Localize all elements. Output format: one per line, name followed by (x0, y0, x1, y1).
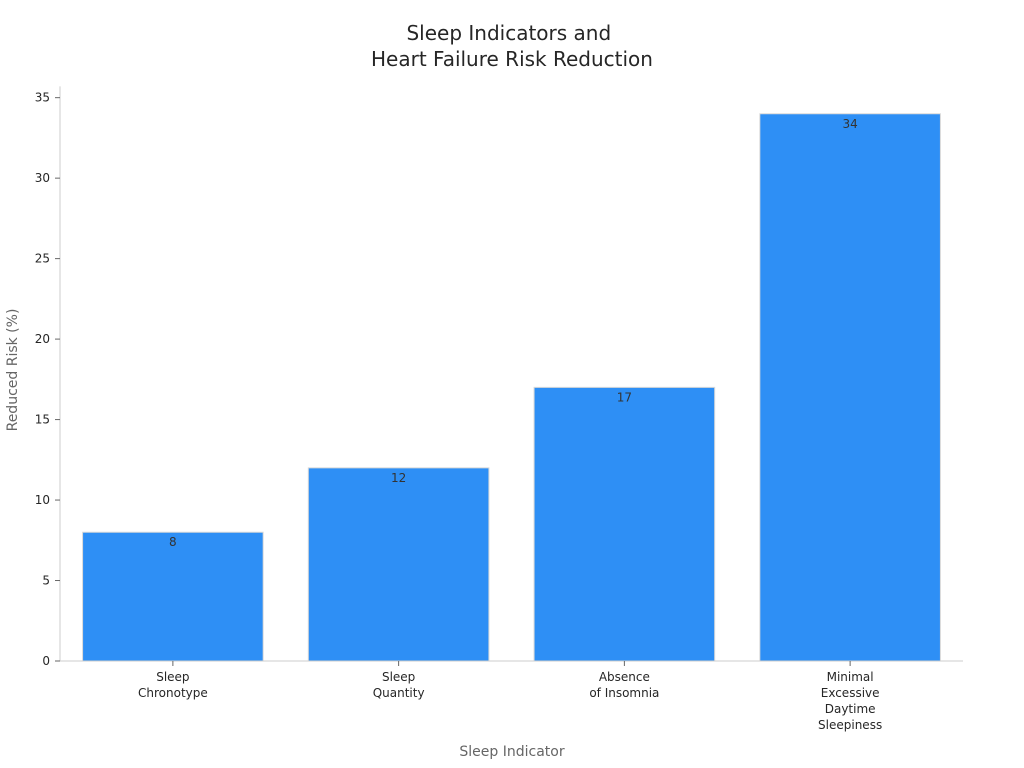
chart-title-line-1: Sleep Indicators and (406, 21, 611, 45)
x-tick-label-line: Sleep (156, 670, 189, 684)
bars-group (82, 113, 941, 662)
y-tick-label: 35 (35, 91, 50, 105)
data-label: 8 (169, 535, 177, 549)
x-tick-label: Absence of Insomnia (589, 670, 659, 700)
x-tick-label: Sleep Chronotype (138, 670, 208, 700)
chart-title: Sleep Indicators and Heart Failure Risk … (371, 21, 653, 71)
y-tick-label: 25 (35, 252, 50, 266)
y-tick-label: 20 (35, 332, 50, 346)
x-tick-label-line: Sleep (382, 670, 415, 684)
x-tick-label-line: Chronotype (138, 686, 208, 700)
y-tick-label: 15 (35, 413, 50, 427)
x-tick-label-line: of Insomnia (589, 686, 659, 700)
y-ticks-group: 0 5 10 15 20 25 30 35 (35, 91, 60, 668)
data-label: 17 (617, 390, 632, 404)
bar (82, 531, 264, 662)
x-ticks-group: Sleep Chronotype Sleep Quantity Absence of In… (138, 661, 882, 732)
y-tick-label: 30 (35, 171, 50, 185)
x-tick-label-line: Daytime (825, 702, 876, 716)
y-tick-label: 10 (35, 493, 50, 507)
x-axis-label: Sleep Indicator (459, 744, 564, 760)
data-label: 12 (391, 471, 406, 485)
x-tick-label: Minimal Excessive Daytime Sleepiness (818, 670, 882, 732)
x-tick-label-line: Minimal (827, 670, 874, 684)
y-tick-label: 5 (42, 574, 50, 588)
x-tick-label-line: Quantity (373, 686, 425, 700)
data-labels-group: 8 12 17 34 (169, 117, 858, 549)
bar (759, 113, 941, 662)
bar (533, 386, 716, 662)
bar (307, 467, 490, 662)
y-tick-label: 0 (42, 654, 50, 668)
data-label: 34 (842, 117, 857, 131)
y-axis-label: Reduced Risk (%) (5, 309, 21, 432)
x-tick-label-line: Excessive (821, 686, 880, 700)
x-tick-label-line: Absence (599, 670, 650, 684)
x-tick-label: Sleep Quantity (373, 670, 425, 700)
chart-title-line-2: Heart Failure Risk Reduction (371, 47, 653, 71)
x-tick-label-line: Sleepiness (818, 718, 882, 732)
